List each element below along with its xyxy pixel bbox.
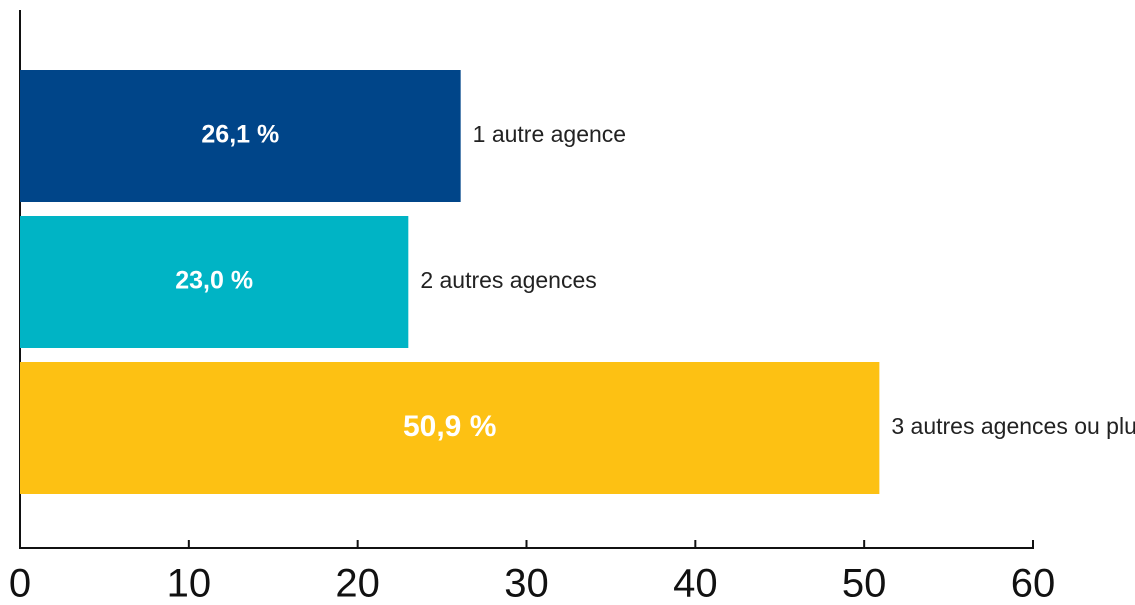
- category-label: 3 autres agences ou plus: [891, 413, 1135, 439]
- value-label: 26,1 %: [201, 121, 279, 149]
- x-tick-label: 30: [504, 562, 549, 605]
- category-label: 1 autre agence: [473, 121, 626, 147]
- value-label: 23,0 %: [175, 267, 253, 295]
- x-tick-label: 60: [1011, 562, 1056, 605]
- category-label: 2 autres agences: [420, 267, 596, 293]
- x-tick-label: 20: [335, 562, 380, 605]
- x-tick-label: 10: [167, 562, 212, 605]
- bar: [20, 216, 409, 348]
- bar: [20, 362, 880, 494]
- bar: [20, 70, 461, 202]
- x-tick-label: 40: [673, 562, 718, 605]
- x-tick-label: 50: [842, 562, 887, 605]
- x-tick-label: 0: [9, 562, 31, 605]
- value-label: 50,9 %: [403, 410, 496, 443]
